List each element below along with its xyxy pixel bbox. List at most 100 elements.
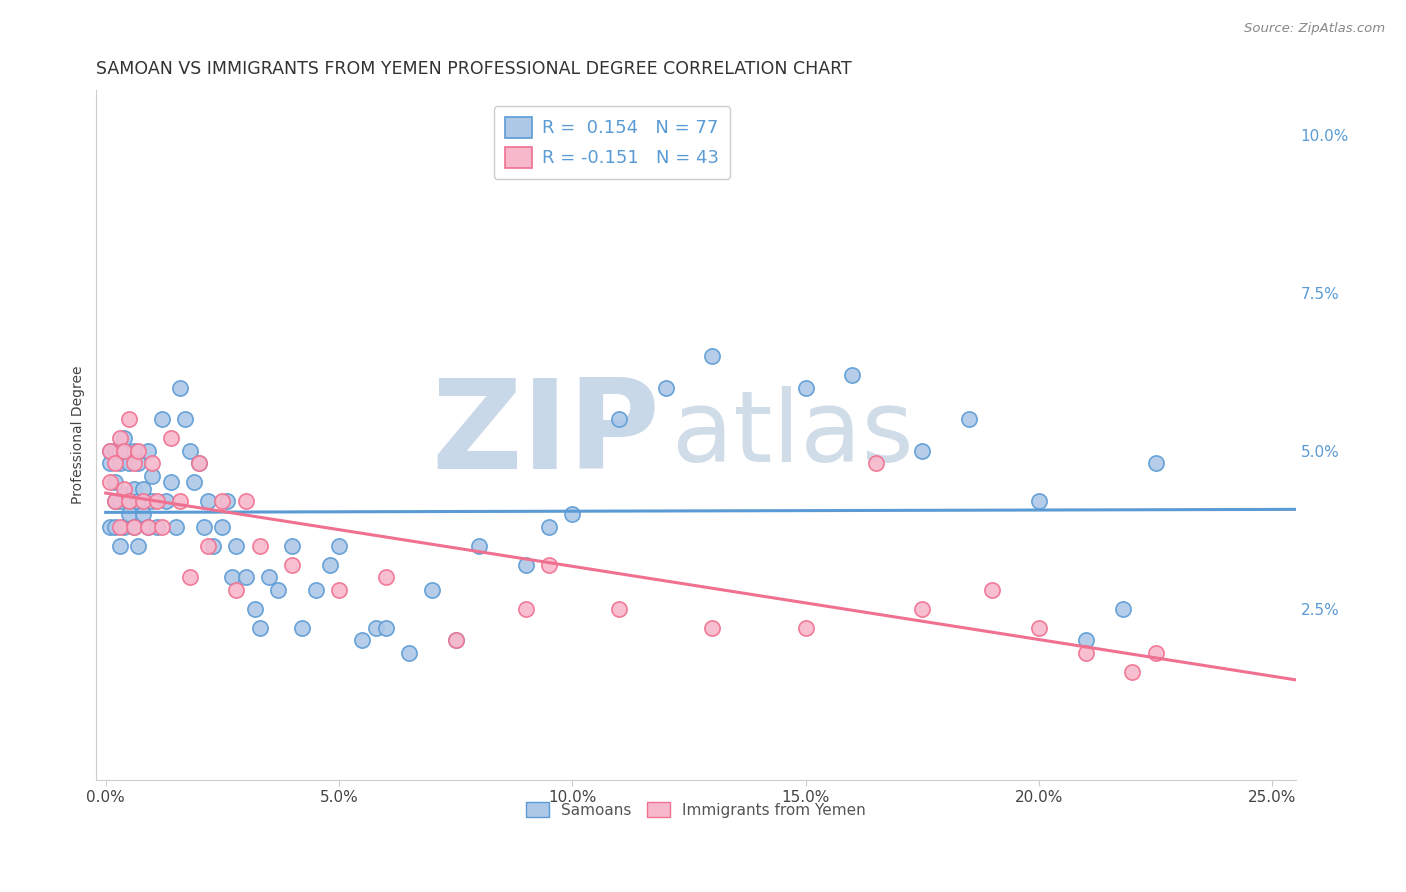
Point [108, 539, 131, 553]
Point [561, 507, 583, 521]
Point [127, 457, 149, 471]
Point [374, 570, 396, 584]
Point [108, 443, 131, 458]
Point [98, 475, 121, 490]
Point [352, 633, 374, 648]
Point [1144, 457, 1167, 471]
Point [607, 412, 630, 426]
Point [150, 412, 173, 426]
Point [104, 494, 127, 508]
Point [179, 570, 201, 584]
Point [122, 443, 145, 458]
Point [112, 488, 135, 502]
Point [146, 519, 169, 533]
Point [136, 443, 159, 458]
Point [118, 507, 141, 521]
Point [537, 558, 560, 572]
Point [174, 412, 197, 426]
Point [1074, 646, 1097, 660]
Point [981, 582, 1004, 597]
Point [188, 457, 211, 471]
Point [160, 475, 183, 490]
Point [155, 494, 177, 508]
Point [420, 582, 443, 597]
Point [132, 507, 155, 521]
Point [957, 412, 980, 426]
Point [366, 621, 388, 635]
Point [305, 582, 328, 597]
Point [112, 443, 135, 458]
Point [225, 582, 247, 597]
Point [702, 621, 724, 635]
Point [235, 494, 257, 508]
Point [197, 494, 219, 508]
Point [160, 431, 183, 445]
Point [374, 621, 396, 635]
Point [98, 519, 121, 533]
Point [108, 494, 131, 508]
Point [122, 482, 145, 496]
Point [267, 582, 290, 597]
Point [211, 519, 233, 533]
Point [141, 457, 163, 471]
Point [188, 457, 211, 471]
Point [108, 431, 131, 445]
Point [127, 443, 149, 458]
Point [183, 475, 205, 490]
Point [104, 457, 127, 471]
Point [911, 602, 934, 616]
Point [1028, 494, 1050, 508]
Point [122, 519, 145, 533]
Point [235, 570, 257, 584]
Point [104, 494, 127, 508]
Point [211, 494, 233, 508]
Point [98, 457, 121, 471]
Point [118, 494, 141, 508]
Point [291, 621, 314, 635]
Point [150, 519, 173, 533]
Point [702, 349, 724, 363]
Point [318, 558, 340, 572]
Point [112, 431, 135, 445]
Point [127, 494, 149, 508]
Point [865, 457, 887, 471]
Point [201, 539, 224, 553]
Point [98, 443, 121, 458]
Point [179, 443, 201, 458]
Point [911, 443, 934, 458]
Point [141, 494, 163, 508]
Point [1144, 646, 1167, 660]
Point [193, 519, 215, 533]
Point [112, 519, 135, 533]
Point [444, 633, 467, 648]
Point [221, 570, 243, 584]
Y-axis label: Professional Degree: Professional Degree [72, 366, 86, 504]
Point [165, 519, 187, 533]
Point [654, 380, 676, 394]
Point [118, 457, 141, 471]
Point [257, 570, 280, 584]
Point [841, 368, 863, 382]
Text: Source: ZipAtlas.com: Source: ZipAtlas.com [1244, 22, 1385, 36]
Point [1028, 621, 1050, 635]
Point [794, 380, 817, 394]
Point [328, 582, 350, 597]
Point [169, 494, 191, 508]
Point [515, 602, 537, 616]
Point [249, 539, 271, 553]
Point [104, 475, 127, 490]
Point [108, 519, 131, 533]
Point [122, 457, 145, 471]
Point [281, 539, 304, 553]
Point [118, 494, 141, 508]
Point [141, 469, 163, 483]
Text: ZIP: ZIP [432, 375, 659, 495]
Point [537, 519, 560, 533]
Point [169, 380, 191, 394]
Point [132, 494, 155, 508]
Point [328, 539, 350, 553]
Point [108, 457, 131, 471]
Point [136, 519, 159, 533]
Point [127, 539, 149, 553]
Point [281, 558, 304, 572]
